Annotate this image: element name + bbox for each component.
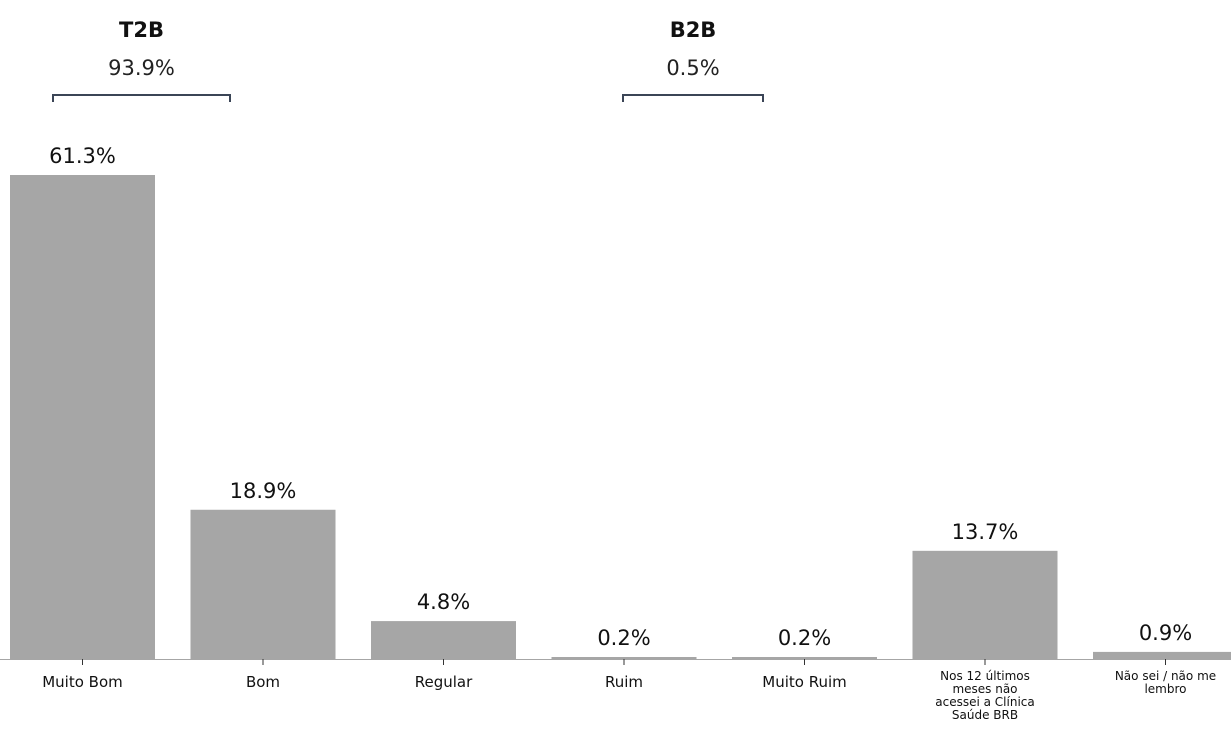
- bar: [551, 657, 697, 659]
- data-label: 18.9%: [230, 479, 297, 503]
- x-tick-label: Muito Bom: [42, 673, 123, 691]
- x-tick-label: Bom: [246, 673, 280, 691]
- group-value: 0.5%: [666, 56, 719, 80]
- data-label: 0.2%: [597, 626, 650, 650]
- data-label: 4.8%: [417, 590, 470, 614]
- value-labels: 61.3% 18.9% 4.8% 0.2% 0.2% 13.7% 0.9%: [49, 144, 1192, 650]
- group-value: 93.9%: [108, 56, 175, 80]
- group-brackets: T2B 93.9% B2B 0.5%: [52, 18, 764, 102]
- group-bracket: [622, 94, 764, 102]
- data-label: 61.3%: [49, 144, 116, 168]
- x-tick-label: Não sei / não me lembro: [1115, 669, 1216, 696]
- data-label: 0.9%: [1139, 621, 1192, 645]
- x-tick-label: Muito Ruim: [762, 673, 846, 691]
- group-title: T2B: [119, 18, 164, 42]
- x-tick-label: Regular: [415, 673, 473, 691]
- x-tick-label: Nos 12 últimos meses não acessei a Clínica…: [935, 669, 1034, 722]
- data-label: 0.2%: [778, 626, 831, 650]
- bars: [10, 175, 1231, 659]
- bar: [190, 509, 336, 659]
- group-title: B2B: [670, 18, 717, 42]
- group-b2b: B2B 0.5%: [622, 18, 764, 102]
- x-axis: [0, 659, 1231, 665]
- bar: [371, 621, 516, 659]
- bar: [912, 550, 1058, 659]
- bar: [10, 175, 155, 659]
- x-tick-label: Ruim: [605, 673, 643, 691]
- bar: [1093, 651, 1231, 659]
- category-labels: Muito Bom Bom Regular Ruim Muito Ruim Nos 12 …: [42, 669, 1216, 722]
- bar: [732, 657, 877, 659]
- group-t2b: T2B 93.9%: [52, 18, 231, 102]
- data-label: 13.7%: [952, 520, 1019, 544]
- group-bracket: [52, 94, 231, 102]
